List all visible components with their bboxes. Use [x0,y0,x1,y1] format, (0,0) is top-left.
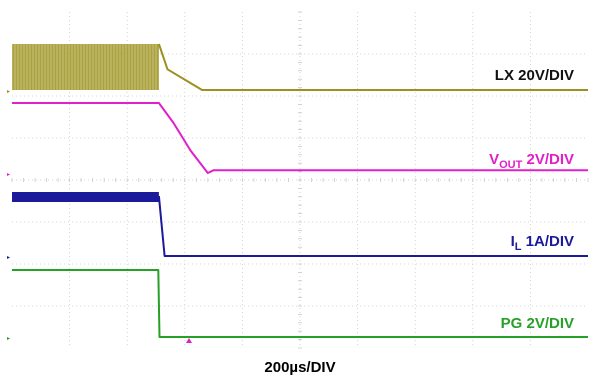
channel-ground-marker: ▸ [7,172,10,178]
channel-ground-marker: ▸ [7,89,10,95]
channel-ground-marker: ▸ [7,255,10,261]
series-line [12,102,588,174]
trace-labels: LX 20V/DIV VOUT 2V/DIV IL 1A/DIV PG 2V/DIV [489,67,574,332]
lx-switching-edges [11,44,157,90]
grid [11,11,589,349]
x-axis-label: 200µs/DIV [264,359,335,376]
series-label: VOUT 2V/DIV [489,151,574,171]
series-line [12,269,588,338]
series-label: LX 20V/DIV [495,67,574,84]
trigger-marker [186,338,192,343]
series-line [157,195,588,257]
il-ripple-band [12,192,159,202]
channel-ground-marker: ▸ [7,336,10,342]
series-label: IL 1A/DIV [511,233,574,253]
traces: ▸ ▸ ▸ ▸ [7,43,588,343]
series-line [157,43,588,91]
lx-switching-band [12,44,159,90]
series-label: PG 2V/DIV [501,315,574,332]
